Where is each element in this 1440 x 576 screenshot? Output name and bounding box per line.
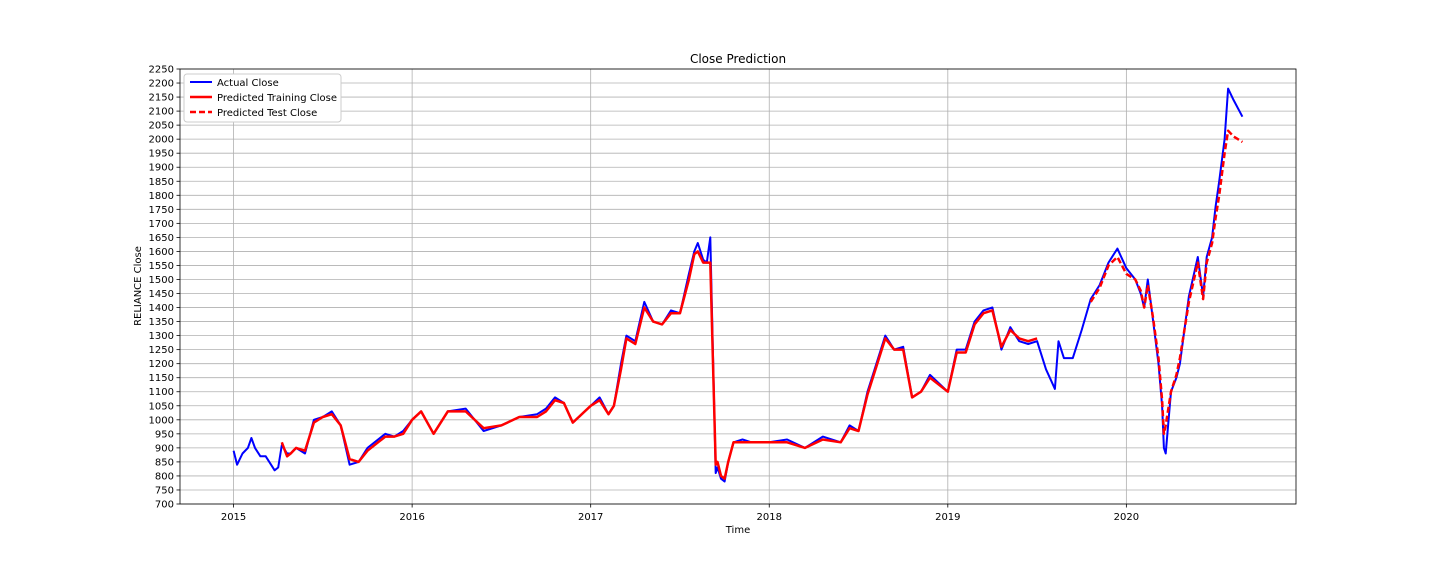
y-tick-label: 2150 [149, 93, 174, 104]
y-tick-label: 1850 [149, 177, 174, 188]
y-tick-label: 1200 [149, 359, 174, 370]
y-tick-label: 700 [155, 500, 174, 511]
y-tick-label: 1250 [149, 345, 174, 356]
series-line-predicted-training-close [280, 250, 1038, 480]
legend-label-training: Predicted Training Close [217, 93, 337, 104]
x-tick-label: 2020 [1114, 512, 1139, 523]
y-tick-label: 2250 [149, 65, 174, 76]
y-tick-label: 1650 [149, 233, 174, 244]
y-tick-label: 1600 [149, 247, 174, 258]
x-axis-label: Time [725, 525, 750, 536]
y-tick-label: 1000 [149, 415, 174, 426]
grid-layer [180, 68, 1296, 505]
y-tick-label: 1500 [149, 275, 174, 286]
y-tick-label: 2050 [149, 121, 174, 132]
plot-frame [179, 68, 1297, 505]
y-tick-label: 950 [155, 429, 174, 440]
y-tick-label: 900 [155, 443, 174, 454]
x-tick-label: 2018 [757, 512, 782, 523]
chart-title: Close Prediction [690, 52, 786, 66]
y-tick-label: 1550 [149, 261, 174, 272]
y-tick-label: 1950 [149, 149, 174, 160]
y-tick-label: 800 [155, 471, 174, 482]
y-tick-label: 1300 [149, 331, 174, 342]
legend-box [183, 73, 342, 123]
y-tick-label: 1750 [149, 205, 174, 216]
legend-label-actual: Actual Close [217, 78, 279, 89]
x-tick-label: 2016 [399, 512, 424, 523]
y-tick-label: 2100 [149, 107, 174, 118]
y-tick-label: 1450 [149, 289, 174, 300]
y-axis-label: RELIANCE Close [133, 246, 144, 326]
series-line-predicted-test-close [1089, 129, 1244, 436]
y-tick-label: 850 [155, 457, 174, 468]
x-tick-label: 2019 [935, 512, 960, 523]
y-tick-label: 1100 [149, 387, 174, 398]
x-tick-label: 2017 [578, 512, 603, 523]
y-tick-label: 1050 [149, 401, 174, 412]
y-tick-label: 750 [155, 485, 174, 496]
y-tick-label: 1400 [149, 303, 174, 314]
y-tick-label: 1900 [149, 163, 174, 174]
tick-layer: 700 750 800 850 900 950 1000 1050 1100 1150 1200 12… [149, 65, 1140, 524]
legend-label-test: Predicted Test Close [217, 108, 317, 119]
y-tick-label: 2000 [149, 135, 174, 146]
legend: Actual Close Predicted Training Close Pr… [183, 73, 342, 123]
series-layer [232, 87, 1244, 483]
y-tick-label: 2200 [149, 79, 174, 90]
y-tick-label: 1700 [149, 219, 174, 230]
y-tick-label: 1350 [149, 317, 174, 328]
x-tick-label: 2015 [221, 512, 246, 523]
y-tick-label: 1150 [149, 373, 174, 384]
y-tick-label: 1800 [149, 191, 174, 202]
